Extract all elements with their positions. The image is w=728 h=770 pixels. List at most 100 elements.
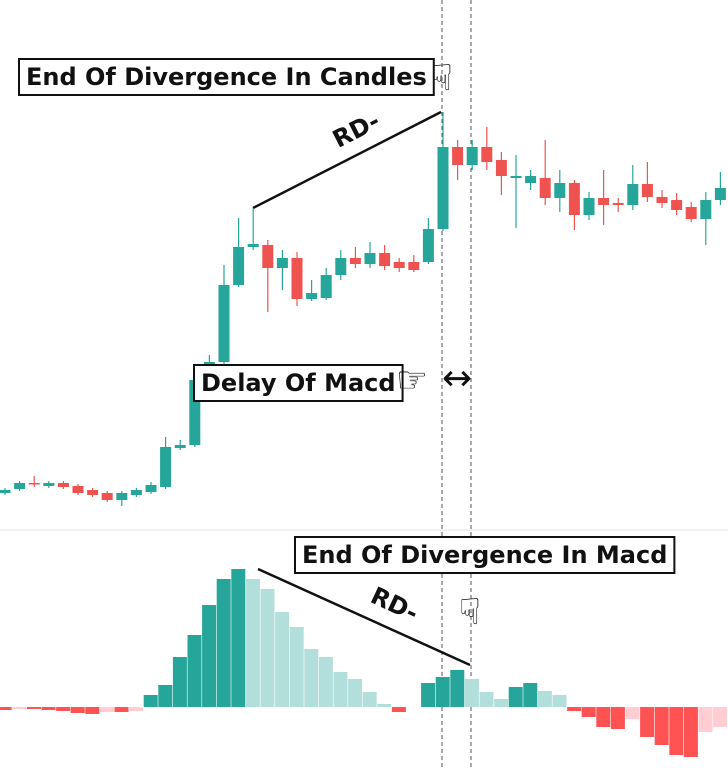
annotation-label: Delay Of Macd <box>201 369 396 397</box>
histogram-bar <box>713 707 728 727</box>
candle-body <box>495 160 507 176</box>
candle-body <box>145 485 157 492</box>
divergence-line <box>257 567 471 667</box>
candle-body <box>466 147 478 165</box>
histogram-bar <box>158 685 173 707</box>
histogram-bar <box>683 707 698 757</box>
candle-body <box>671 200 683 210</box>
candle-body <box>218 285 230 362</box>
histogram-bar <box>70 707 85 713</box>
candle-body <box>393 262 405 268</box>
histogram-bar <box>187 635 202 707</box>
candle-body <box>233 247 245 285</box>
histogram-bar <box>362 692 377 707</box>
histogram-bar <box>216 579 231 707</box>
histogram-bar <box>333 672 348 707</box>
candle-body <box>43 483 55 486</box>
candle-body <box>408 262 420 270</box>
candle-body <box>203 362 215 364</box>
histogram-bar <box>421 683 436 707</box>
candle-body <box>700 200 712 219</box>
candle-body <box>598 198 610 205</box>
histogram-bar <box>464 679 479 707</box>
histogram-bar <box>56 707 71 711</box>
candle-body <box>437 147 449 229</box>
histogram-bar <box>12 707 27 709</box>
histogram-bar <box>318 657 333 707</box>
annotation-box <box>193 364 404 402</box>
annotation-label: End Of Divergence In Candles <box>26 63 427 91</box>
annotation-icon: ↔ <box>442 358 472 399</box>
histogram-bar <box>450 670 465 707</box>
annotation-box <box>18 58 435 96</box>
histogram-bar <box>494 699 509 707</box>
annotation-icon: ☟ <box>431 58 453 99</box>
candle-body <box>189 380 201 445</box>
candle-body <box>481 147 493 162</box>
histogram-bar <box>0 707 12 710</box>
histogram-bar <box>537 691 552 707</box>
candle-body <box>554 183 566 198</box>
histogram-bar <box>41 707 56 710</box>
candle-body <box>525 176 537 183</box>
histogram-bar <box>202 605 217 707</box>
candle-body <box>247 244 259 247</box>
histogram-bar <box>114 707 129 712</box>
candle-body <box>379 253 391 266</box>
annotation-icon: ☞ <box>396 360 428 401</box>
candle-body <box>568 183 580 215</box>
candle-body <box>335 258 347 275</box>
candle-body <box>627 184 639 205</box>
histogram-bar <box>669 707 684 755</box>
histogram-bar <box>348 679 363 707</box>
histogram-bar <box>610 707 625 729</box>
candle-body <box>510 176 522 178</box>
candle-body <box>685 207 697 219</box>
candle-body <box>539 178 551 198</box>
candle-body <box>14 483 26 489</box>
candle-body <box>291 258 303 299</box>
histogram-bar <box>596 707 611 727</box>
histogram-bar <box>552 695 567 707</box>
candle-body <box>57 483 69 487</box>
candle-body <box>87 490 99 495</box>
candle-body <box>583 198 595 215</box>
histogram-bar <box>289 627 304 707</box>
histogram-bar <box>26 707 41 709</box>
candle-body <box>714 188 726 200</box>
histogram-bar <box>231 569 246 707</box>
candle-body <box>101 493 113 500</box>
histogram-bar <box>275 612 290 707</box>
histogram-bar <box>567 707 582 711</box>
candle-body <box>116 493 128 500</box>
histogram-bar <box>523 683 538 707</box>
histogram-bar <box>581 707 596 717</box>
histogram-bar <box>304 649 319 707</box>
histogram-bar <box>377 704 392 707</box>
candle-body <box>276 258 288 268</box>
candle-body <box>422 229 434 262</box>
divergence-line <box>252 110 442 210</box>
histogram-bar <box>172 657 187 707</box>
histogram-bar <box>85 707 100 714</box>
histogram-bar <box>654 707 669 745</box>
histogram-bar <box>625 707 640 719</box>
candle-body <box>262 245 274 268</box>
histogram-bar <box>143 695 158 707</box>
histogram-bar <box>640 707 655 737</box>
histogram-bar <box>479 692 494 707</box>
candle-body <box>306 293 318 299</box>
histogram-bar <box>698 707 713 732</box>
histogram-bar <box>260 589 275 707</box>
candle-body <box>364 253 376 264</box>
histogram-bar <box>508 687 523 707</box>
candle-body <box>452 147 464 165</box>
annotation-label: End Of Divergence In Macd <box>302 541 667 569</box>
annotation-icon: ☟ <box>459 592 481 633</box>
histogram-bar <box>391 707 406 712</box>
annotation-box <box>294 536 676 574</box>
candle-body <box>130 490 142 495</box>
candle-body <box>72 486 84 493</box>
histogram-bar <box>435 677 450 707</box>
